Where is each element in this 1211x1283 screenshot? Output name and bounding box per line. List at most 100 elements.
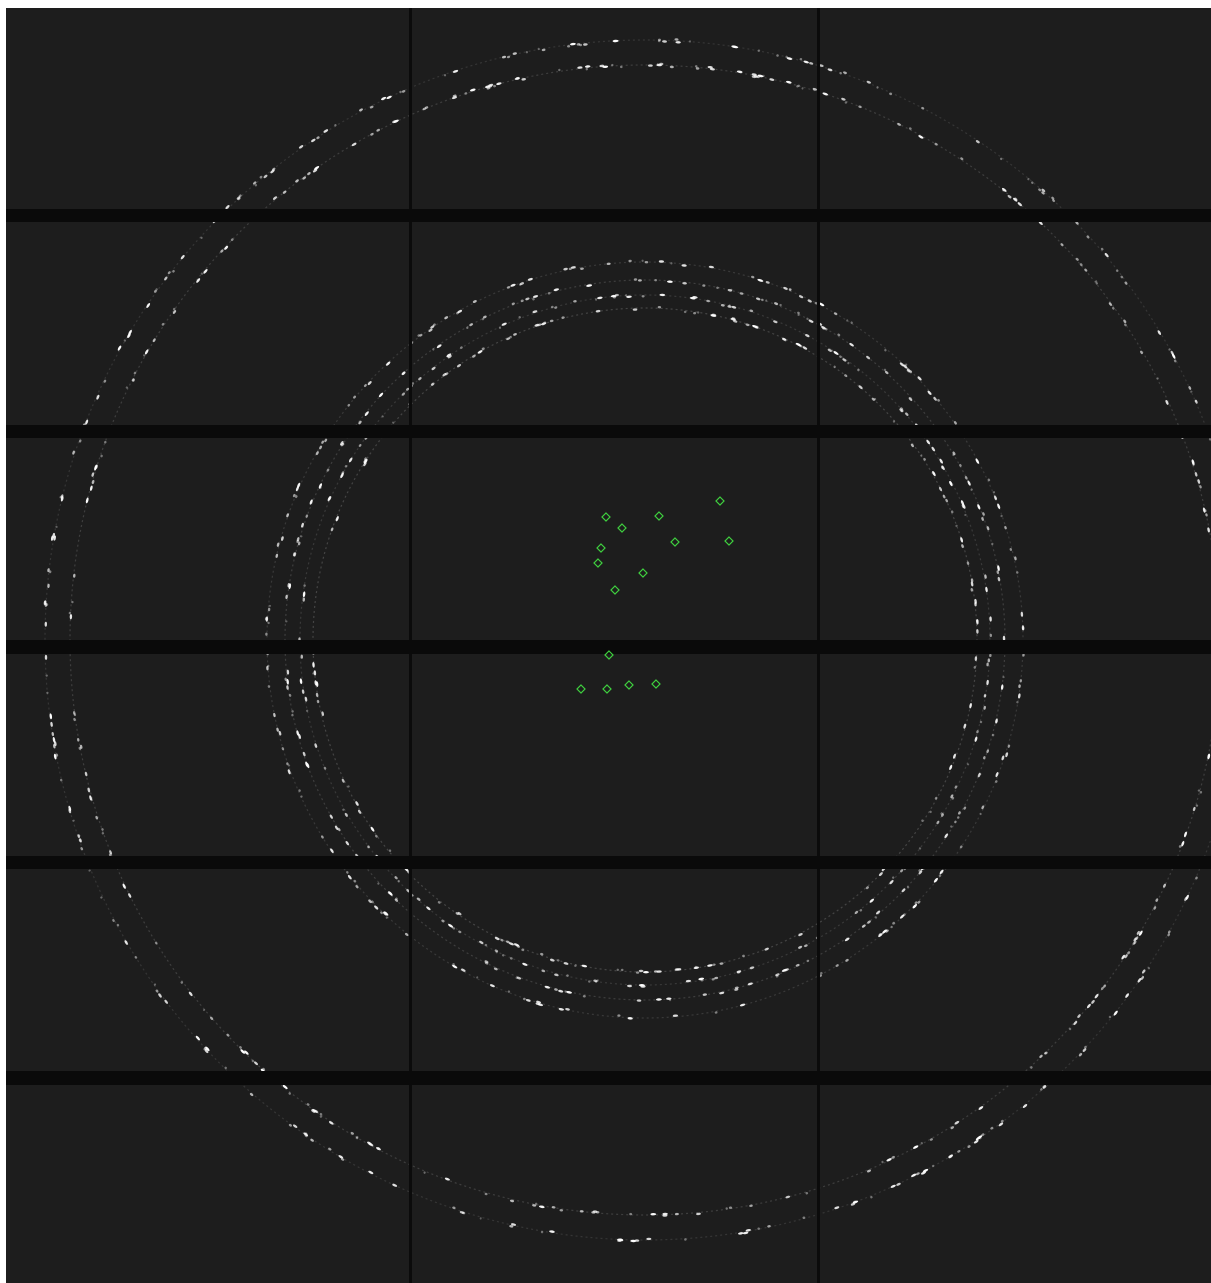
marker: [651, 679, 661, 689]
spot: [697, 311, 700, 314]
spot: [1091, 999, 1095, 1004]
spot: [681, 264, 687, 267]
spot: [371, 827, 374, 831]
spot: [628, 259, 632, 263]
spot: [782, 337, 786, 341]
spot: [134, 956, 138, 959]
spot: [727, 305, 732, 308]
spot: [662, 40, 667, 43]
spot: [307, 172, 311, 176]
spot: [155, 989, 159, 993]
spot: [595, 309, 601, 313]
spot: [682, 282, 687, 285]
spot: [152, 338, 156, 343]
spot: [60, 496, 64, 502]
spot: [46, 691, 49, 694]
spot: [78, 439, 82, 443]
spot: [540, 1230, 544, 1234]
spot: [745, 1229, 751, 1232]
spot: [306, 1103, 310, 1106]
spot: [931, 446, 936, 452]
spot: [291, 714, 294, 717]
spot: [386, 95, 392, 100]
spot: [866, 355, 871, 360]
spot: [977, 772, 981, 778]
spot: [646, 1237, 652, 1241]
spot: [796, 85, 799, 88]
marker: [601, 512, 611, 522]
spot: [1199, 791, 1203, 794]
spot: [302, 597, 306, 602]
spot: [101, 832, 105, 835]
spot: [986, 662, 989, 667]
spot: [380, 911, 383, 915]
spot: [636, 971, 640, 974]
spot: [259, 175, 263, 179]
spot: [263, 174, 268, 179]
spot: [538, 1205, 545, 1209]
spot: [1018, 684, 1021, 689]
spot: [285, 594, 288, 600]
spot: [997, 576, 1001, 582]
spot: [997, 503, 1001, 510]
spot: [970, 581, 974, 587]
spot: [570, 266, 576, 269]
spot: [397, 879, 400, 883]
spot: [288, 1123, 292, 1127]
spot: [1051, 196, 1055, 200]
spot: [734, 988, 739, 991]
spot: [334, 124, 337, 127]
spot: [976, 629, 979, 634]
spot: [1001, 755, 1005, 761]
spot: [104, 440, 107, 444]
spot: [632, 308, 638, 311]
spot: [251, 1059, 255, 1063]
spot: [281, 536, 284, 541]
spot: [844, 937, 850, 942]
spot: [954, 1121, 959, 1125]
spot: [1027, 177, 1030, 181]
spot: [543, 321, 547, 325]
spot: [363, 458, 367, 464]
spot: [711, 978, 715, 981]
spot: [484, 1192, 488, 1196]
spot: [929, 810, 932, 814]
spot: [674, 968, 680, 971]
spot: [315, 692, 319, 697]
spot: [285, 620, 288, 623]
spot: [45, 674, 48, 677]
spot: [1125, 993, 1129, 998]
spot: [889, 880, 894, 885]
spot: [281, 747, 285, 751]
spot: [833, 351, 839, 355]
spot: [739, 1003, 746, 1007]
spot: [989, 653, 992, 657]
spot: [501, 322, 507, 326]
spot: [549, 319, 554, 323]
spot: [592, 1210, 598, 1213]
spot: [827, 348, 832, 352]
spot: [363, 384, 367, 387]
spot: [286, 678, 289, 685]
spot: [751, 73, 757, 76]
spot: [803, 60, 809, 64]
spot: [1084, 1045, 1087, 1049]
spot: [882, 929, 887, 934]
spot: [941, 813, 944, 817]
spot: [47, 583, 50, 588]
spot: [1121, 954, 1125, 960]
spot: [1079, 263, 1083, 267]
marker: [604, 650, 614, 660]
spot: [672, 1014, 678, 1017]
spot: [933, 877, 938, 883]
spot: [708, 265, 714, 269]
spot: [275, 553, 279, 558]
spot: [49, 713, 53, 720]
spot: [714, 976, 719, 980]
spot: [586, 284, 593, 287]
spot: [1168, 348, 1171, 351]
spot: [112, 919, 115, 922]
spot: [80, 847, 83, 851]
spot: [918, 847, 922, 850]
spot: [952, 451, 956, 456]
